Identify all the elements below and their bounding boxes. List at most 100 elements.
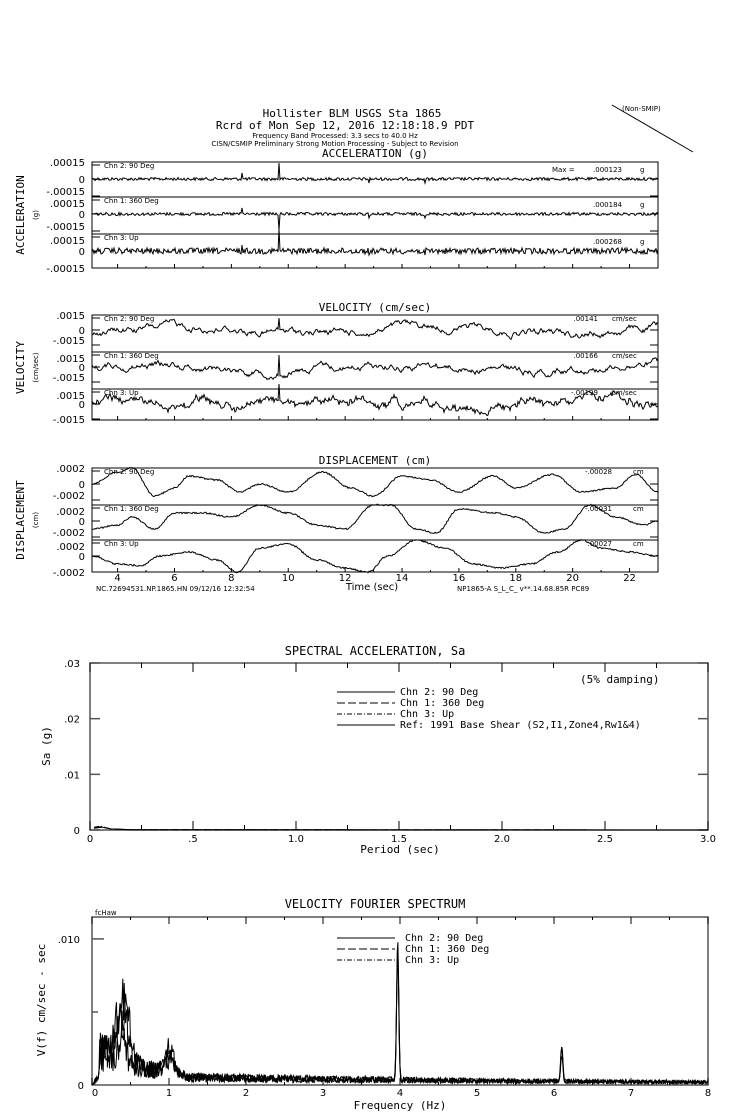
- x-axis-label: Frequency (Hz): [354, 1099, 447, 1112]
- chart-title: VELOCITY FOURIER SPECTRUM: [285, 897, 466, 911]
- channel-label: Chn 3: Up: [104, 234, 139, 242]
- channel-unit: g: [640, 201, 644, 209]
- channel-max: -.00031: [585, 505, 612, 513]
- y-tick-label: .00015: [50, 199, 85, 210]
- channel-unit: cm: [633, 505, 644, 513]
- y-tick-label: -.0002: [53, 491, 85, 502]
- x-tick-label: 20: [566, 573, 579, 584]
- x-tick-label: 14: [396, 573, 409, 584]
- channel-max: .00027: [588, 540, 613, 548]
- x-tick-label: 4: [397, 1088, 403, 1099]
- channel-max: .00166: [574, 352, 599, 360]
- x-tick-label: 2.0: [494, 834, 510, 845]
- y-tick-label: 0: [78, 1081, 84, 1092]
- channel-label: Chn 2: 90 Deg: [104, 468, 154, 476]
- y-tick-label: 0: [79, 517, 85, 528]
- legend-label: Chn 1: 360 Deg: [405, 944, 489, 955]
- channel-label: Chn 1: 360 Deg: [104, 352, 159, 360]
- x-tick-label: 0: [92, 1088, 98, 1099]
- y-tick-label: 0: [79, 363, 85, 374]
- x-tick-label: .5: [188, 834, 198, 845]
- channel-label: Chn 2: 90 Deg: [104, 315, 154, 323]
- x-tick-label: 2.5: [597, 834, 613, 845]
- y-tick-label: .0002: [56, 507, 85, 518]
- corner-label: fcHaw: [95, 909, 117, 917]
- trace-chn1: [91, 354, 659, 381]
- channel-max: -.00028: [585, 468, 612, 476]
- y-tick-label: .0015: [56, 354, 85, 365]
- acceleration-panel: ACCELERATION (g)ACCELERATION (g).000150-.…: [14, 147, 659, 275]
- y-axis-label: VELOCITY: [14, 341, 27, 394]
- x-axis-label: Time (sec): [345, 582, 398, 593]
- y-tick-label: .0015: [56, 391, 85, 402]
- non-smip-stamp: (Non-SMIP): [622, 105, 661, 113]
- series-line: [94, 826, 709, 831]
- y-tick-label: 0: [79, 210, 85, 221]
- x-tick-label: 3.0: [700, 834, 716, 845]
- x-tick-label: 6: [171, 573, 177, 584]
- frequency-band: Frequency Band Processed: 3.3 secs to 40…: [252, 132, 418, 140]
- channel-label: Chn 1: 360 Deg: [104, 505, 159, 513]
- series-line: [94, 825, 709, 831]
- y-tick-label: 0: [79, 480, 85, 491]
- fourier-spectrum-panel: VELOCITY FOURIER SPECTRUM fcHaw .010 00 1 2 3 4…: [35, 897, 711, 1112]
- processing-note: CISN/CSMIP Preliminary Strong Motion Pro…: [211, 140, 458, 148]
- y-axis-unit: (cm/sec): [32, 352, 40, 383]
- y-axis-label: V(f) cm/sec - sec: [35, 944, 48, 1057]
- y-tick-label: .02: [64, 715, 80, 726]
- channel-max: -.00199: [571, 389, 598, 397]
- y-tick-label: .0015: [56, 311, 85, 322]
- x-tick-label: 2: [243, 1088, 249, 1099]
- chart-title: SPECTRAL ACCELERATION, Sa: [285, 644, 466, 658]
- legend-label: Ref: 1991 Base Shear (S2,I1,Zone4,Rw1&4): [400, 720, 641, 731]
- channel-label: Chn 1: 360 Deg: [104, 197, 159, 205]
- channel-label: Chn 3: Up: [104, 389, 139, 397]
- trace-chn2: [92, 466, 659, 498]
- panel-title: VELOCITY (cm/sec): [319, 301, 432, 314]
- y-tick-label: -.0002: [53, 568, 85, 579]
- x-tick-label: 4: [114, 573, 120, 584]
- legend-label: Chn 2: 90 Deg: [405, 933, 483, 944]
- y-tick-label: -.00015: [46, 187, 85, 198]
- channel-unit: g: [640, 238, 644, 246]
- channel-label: Chn 3: Up: [104, 540, 139, 548]
- legend-label: Chn 3: Up: [400, 709, 454, 720]
- trace-chn2: [91, 317, 659, 341]
- series-line: [91, 959, 708, 1086]
- y-tick-label: -.00015: [46, 264, 85, 275]
- y-axis-label: Sa (g): [40, 726, 53, 766]
- trace-chn2: [91, 162, 659, 185]
- x-tick-label: 16: [453, 573, 466, 584]
- channel-unit: cm/sec: [612, 315, 637, 323]
- x-tick-label: 6: [551, 1088, 557, 1099]
- max-prefix: Max =: [552, 166, 575, 174]
- trace-chn1: [91, 503, 659, 534]
- y-tick-label: -.0015: [53, 415, 85, 426]
- y-tick-label: .00015: [50, 158, 85, 169]
- channel-max: .000184: [593, 201, 622, 209]
- x-tick-label: 8: [705, 1088, 711, 1099]
- channel-max: .000268: [593, 238, 622, 246]
- damping-note: (5% damping): [580, 673, 659, 686]
- y-tick-label: 0: [79, 326, 85, 337]
- channel-max: .00141: [574, 315, 599, 323]
- y-tick-label: 0: [74, 826, 80, 837]
- y-tick-label: 0: [79, 175, 85, 186]
- channel-label: Chn 2: 90 Deg: [104, 162, 154, 170]
- displacement-panel: DISPLACEMENT (cm)DISPLACEMENT (cm).00020-…: [14, 454, 659, 593]
- y-tick-label: -.0015: [53, 373, 85, 384]
- y-tick-label: 0: [79, 247, 85, 258]
- y-tick-label: -.0015: [53, 336, 85, 347]
- station-title: Hollister BLM USGS Sta 1865: [263, 107, 442, 120]
- y-axis-label: DISPLACEMENT: [14, 480, 27, 560]
- y-axis-unit: (cm): [32, 512, 40, 528]
- channel-unit: cm/sec: [612, 352, 637, 360]
- x-tick-label: 1.0: [288, 834, 304, 845]
- x-tick-label: 1.5: [391, 834, 407, 845]
- x-tick-label: 18: [509, 573, 522, 584]
- plot-frame: [91, 161, 659, 269]
- y-tick-label: 0: [79, 552, 85, 563]
- y-axis-unit: (g): [32, 210, 40, 220]
- plot-frame: [91, 467, 659, 573]
- spectral-acceleration-panel: SPECTRAL ACCELERATION, Sa .03 .02 .01 00 .5 1.…: [40, 644, 716, 856]
